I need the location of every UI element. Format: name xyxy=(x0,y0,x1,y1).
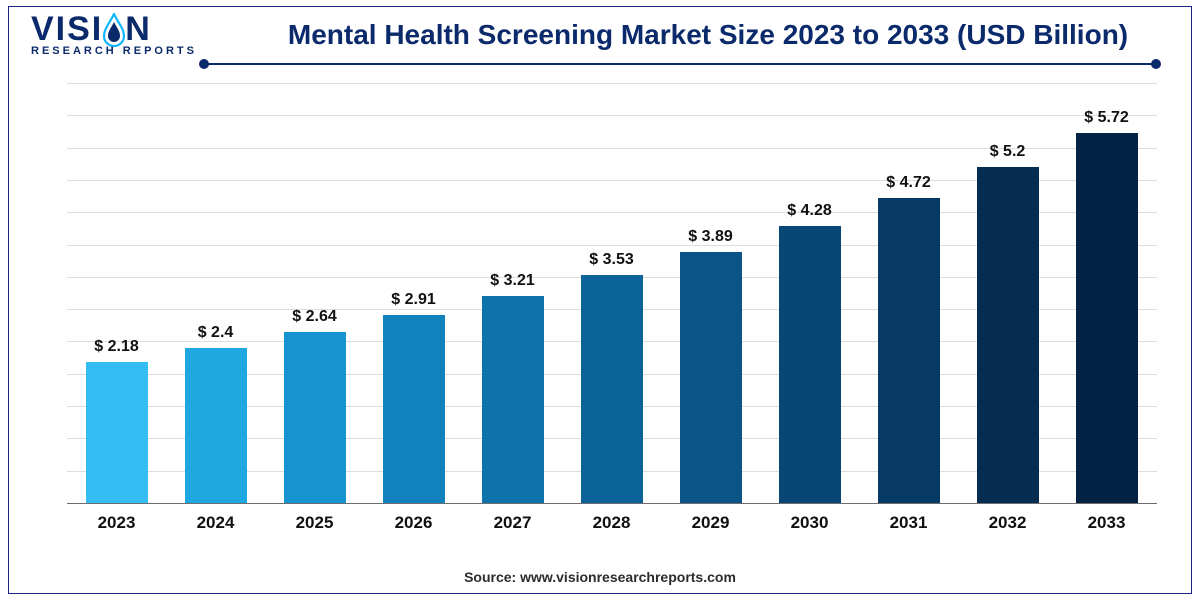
x-axis-label: 2030 xyxy=(760,513,859,533)
bar-rect xyxy=(977,167,1039,503)
bar-rect xyxy=(185,348,247,503)
gridline xyxy=(67,115,1157,116)
logo-subtext: RESEARCH REPORTS xyxy=(31,45,221,57)
bar-value-label: $ 2.4 xyxy=(198,324,234,342)
bar-value-label: $ 4.72 xyxy=(886,174,930,192)
bar-value-label: $ 3.89 xyxy=(688,228,732,246)
bar: $ 2.64 xyxy=(265,308,364,503)
source-url: www.visionresearchreports.com xyxy=(520,569,736,585)
x-axis-label: 2032 xyxy=(958,513,1057,533)
bar-value-label: $ 2.91 xyxy=(391,291,435,309)
bar-rect xyxy=(86,362,148,503)
bar-rect xyxy=(878,198,940,503)
separator-line xyxy=(204,63,1156,65)
separator-cap-right-icon xyxy=(1151,59,1161,69)
chart-title: Mental Health Screening Market Size 2023… xyxy=(239,19,1177,51)
bar-value-label: $ 3.21 xyxy=(490,272,534,290)
x-axis-label: 2033 xyxy=(1057,513,1156,533)
bar: $ 4.72 xyxy=(859,174,958,503)
x-axis-label: 2025 xyxy=(265,513,364,533)
bar-value-label: $ 5.72 xyxy=(1084,109,1128,127)
bar-rect xyxy=(284,332,346,503)
bar-rect xyxy=(680,252,742,503)
bar-rect xyxy=(581,275,643,503)
x-axis-label: 2029 xyxy=(661,513,760,533)
x-axis-line xyxy=(67,503,1157,504)
bar: $ 5.72 xyxy=(1057,109,1156,503)
bar: $ 3.53 xyxy=(562,251,661,503)
chart-frame: VISI N RESEARCH REPORTS Mental Health Sc… xyxy=(8,6,1192,594)
logo-text-left: VISI xyxy=(31,12,103,46)
x-axis-label: 2023 xyxy=(67,513,166,533)
bar: $ 3.21 xyxy=(463,272,562,503)
bar-rect xyxy=(383,315,445,503)
brand-logo: VISI N RESEARCH REPORTS xyxy=(31,11,221,73)
bar-value-label: $ 2.18 xyxy=(94,338,138,356)
bar-value-label: $ 3.53 xyxy=(589,251,633,269)
bar-value-label: $ 2.64 xyxy=(292,308,336,326)
x-axis-label: 2026 xyxy=(364,513,463,533)
x-axis-label: 2031 xyxy=(859,513,958,533)
logo-text-right: N xyxy=(125,12,152,46)
logo-drop-icon xyxy=(103,11,125,47)
bar-chart: $ 2.18 $ 2.4 $ 2.64 $ 2.91 $ 3.21 $ 3.53 $ 3.8… xyxy=(59,83,1165,543)
source-attribution: Source: www.visionresearchreports.com xyxy=(9,569,1191,585)
bar-rect xyxy=(1076,133,1138,503)
bar-rect xyxy=(779,226,841,503)
bar: $ 3.89 xyxy=(661,228,760,503)
x-axis-label: 2024 xyxy=(166,513,265,533)
bar-value-label: $ 4.28 xyxy=(787,202,831,220)
bar: $ 2.4 xyxy=(166,324,265,503)
bar: $ 4.28 xyxy=(760,202,859,503)
x-axis-label: 2027 xyxy=(463,513,562,533)
title-separator xyxy=(199,59,1161,69)
logo-wordmark: VISI N xyxy=(31,11,221,47)
source-prefix: Source: xyxy=(464,569,520,585)
bar-value-label: $ 5.2 xyxy=(990,143,1026,161)
bar: $ 2.91 xyxy=(364,291,463,503)
gridline xyxy=(67,83,1157,84)
bar: $ 5.2 xyxy=(958,143,1057,503)
bar-rect xyxy=(482,296,544,503)
bar: $ 2.18 xyxy=(67,338,166,503)
x-axis-labels: 2023202420252026202720282029203020312032… xyxy=(67,513,1157,537)
x-axis-label: 2028 xyxy=(562,513,661,533)
plot-area: $ 2.18 $ 2.4 $ 2.64 $ 2.91 $ 3.21 $ 3.53 $ 3.8… xyxy=(67,83,1157,503)
